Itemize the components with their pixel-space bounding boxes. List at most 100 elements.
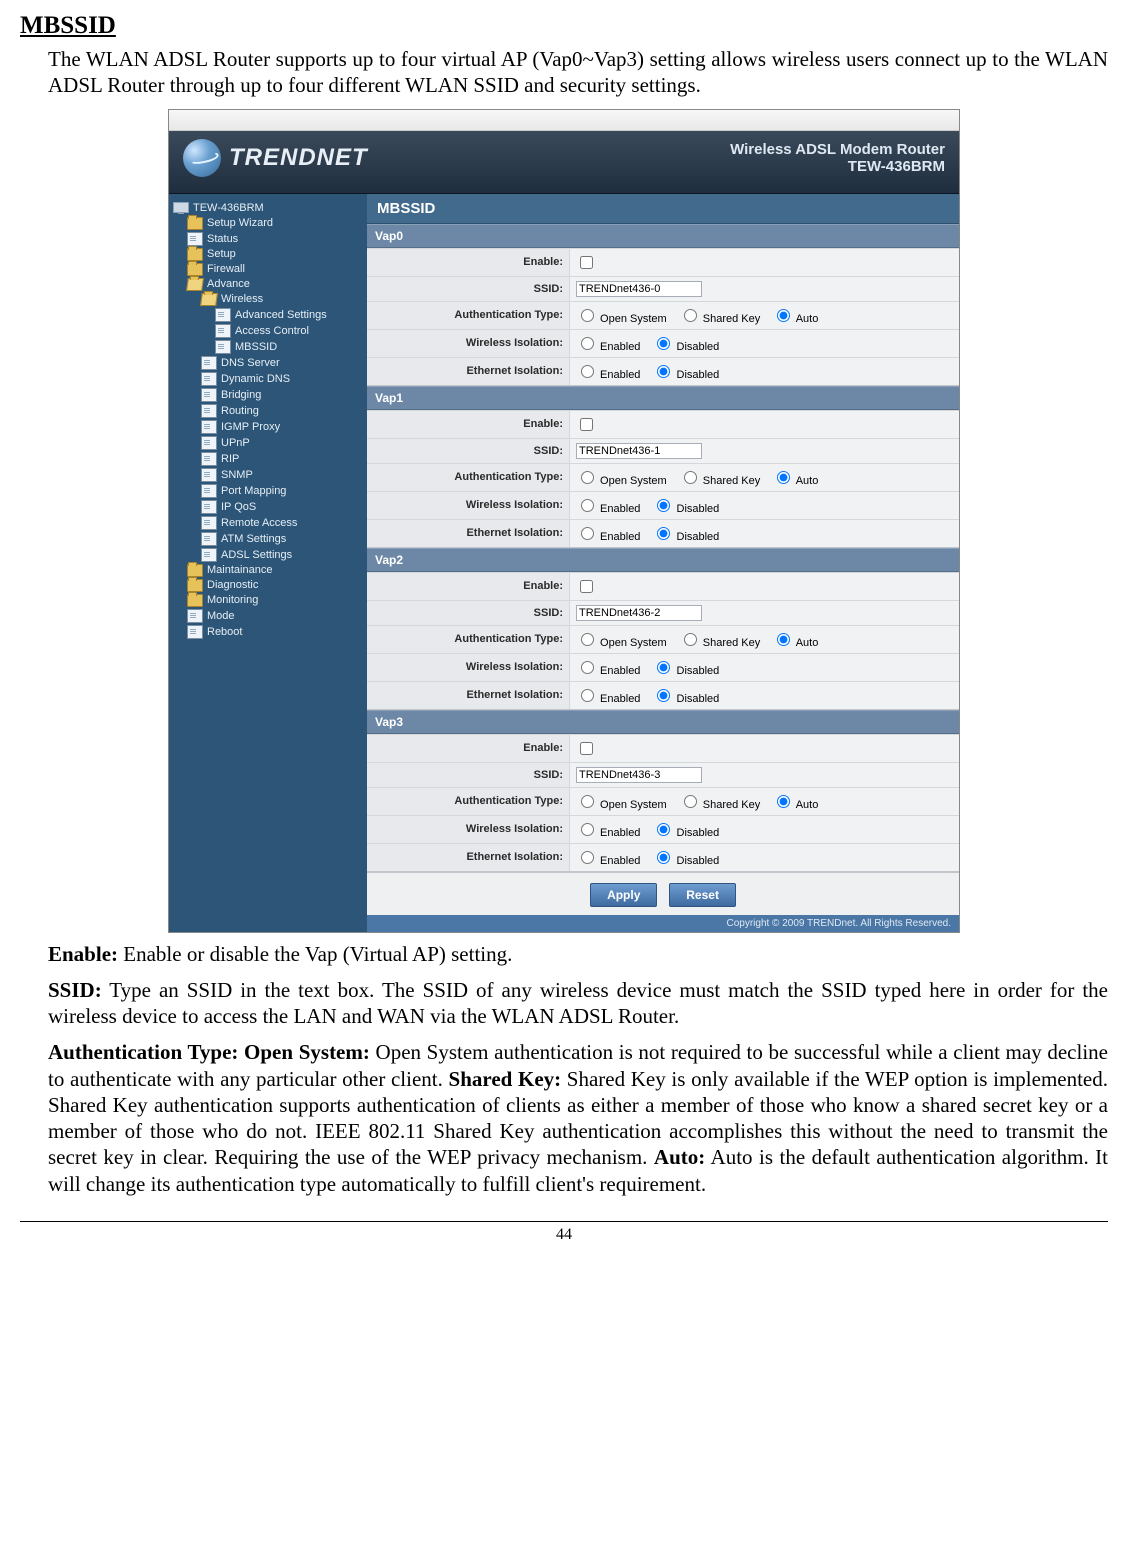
sidebar-item[interactable]: Dynamic DNS xyxy=(173,371,363,387)
eiso-enabled-option[interactable]: Enabled xyxy=(576,855,640,867)
sidebar-item[interactable]: Reboot xyxy=(173,624,363,640)
sidebar-item[interactable]: Monitoring xyxy=(173,593,363,608)
wiso-enabled-radio[interactable] xyxy=(581,823,594,836)
apply-button[interactable]: Apply xyxy=(590,883,657,907)
auth-shared-option[interactable]: Shared Key xyxy=(679,637,761,649)
eiso-disabled-option[interactable]: Disabled xyxy=(652,693,719,705)
sidebar-item[interactable]: Setup xyxy=(173,247,363,262)
auth-shared-radio[interactable] xyxy=(684,471,697,484)
auth-shared-option[interactable]: Shared Key xyxy=(679,475,761,487)
enable-cell xyxy=(570,410,960,438)
sidebar-item[interactable]: Access Control xyxy=(173,323,363,339)
auth-auto-option[interactable]: Auto xyxy=(772,475,818,487)
eiso-disabled-option[interactable]: Disabled xyxy=(652,531,719,543)
sidebar-item[interactable]: Wireless xyxy=(173,292,363,307)
eiso-disabled-radio[interactable] xyxy=(657,851,670,864)
sidebar-item[interactable]: ATM Settings xyxy=(173,531,363,547)
enable-checkbox[interactable] xyxy=(580,256,593,269)
enable-checkbox[interactable] xyxy=(580,742,593,755)
eiso-disabled-option[interactable]: Disabled xyxy=(652,855,719,867)
auth-open-option[interactable]: Open System xyxy=(576,799,667,811)
eiso-disabled-radio[interactable] xyxy=(657,689,670,702)
wiso-disabled-option[interactable]: Disabled xyxy=(652,665,719,677)
auth-open-radio[interactable] xyxy=(581,471,594,484)
enable-checkbox[interactable] xyxy=(580,418,593,431)
sidebar-item[interactable]: Routing xyxy=(173,403,363,419)
sidebar-item[interactable]: Bridging xyxy=(173,387,363,403)
reset-button[interactable]: Reset xyxy=(669,883,736,907)
eiso-enabled-option[interactable]: Enabled xyxy=(576,369,640,381)
auth-auto-option[interactable]: Auto xyxy=(772,799,818,811)
sidebar-item[interactable]: SNMP xyxy=(173,467,363,483)
wiso-enabled-option[interactable]: Enabled xyxy=(576,341,640,353)
sidebar-item[interactable]: Mode xyxy=(173,608,363,624)
sidebar-item[interactable]: Advance xyxy=(173,277,363,292)
eiso-enabled-option[interactable]: Enabled xyxy=(576,693,640,705)
auth-shared-option[interactable]: Shared Key xyxy=(679,799,761,811)
sidebar-item[interactable]: Port Mapping xyxy=(173,483,363,499)
wiso-disabled-radio[interactable] xyxy=(657,499,670,512)
wiso-disabled-option[interactable]: Disabled xyxy=(652,827,719,839)
wiso-enabled-radio[interactable] xyxy=(581,499,594,512)
auth-open-radio[interactable] xyxy=(581,795,594,808)
enable-checkbox[interactable] xyxy=(580,580,593,593)
auth-shared-radio[interactable] xyxy=(684,309,697,322)
ssid-input[interactable] xyxy=(576,443,702,459)
wiso-enabled-option[interactable]: Enabled xyxy=(576,827,640,839)
eiso-disabled-option[interactable]: Disabled xyxy=(652,369,719,381)
sidebar-item[interactable]: UPnP xyxy=(173,435,363,451)
wiso-disabled-option[interactable]: Disabled xyxy=(652,503,719,515)
sidebar-item[interactable]: Remote Access xyxy=(173,515,363,531)
auth-open-radio[interactable] xyxy=(581,633,594,646)
auth-open-option[interactable]: Open System xyxy=(576,637,667,649)
auth-shared-radio[interactable] xyxy=(684,633,697,646)
sidebar-item-label: RIP xyxy=(221,453,239,465)
sidebar-item[interactable]: DNS Server xyxy=(173,355,363,371)
auth-auto-radio[interactable] xyxy=(777,633,790,646)
eiso-disabled-radio[interactable] xyxy=(657,527,670,540)
sidebar-root[interactable]: TEW-436BRM xyxy=(173,200,363,216)
sidebar-item[interactable]: IP QoS xyxy=(173,499,363,515)
auth-open-option[interactable]: Open System xyxy=(576,313,667,325)
ssid-input[interactable] xyxy=(576,767,702,783)
ssid-input[interactable] xyxy=(576,605,702,621)
sidebar-item[interactable]: MBSSID xyxy=(173,339,363,355)
wiso-disabled-radio[interactable] xyxy=(657,337,670,350)
sidebar-item[interactable]: Diagnostic xyxy=(173,578,363,593)
vap-header: Vap3 xyxy=(367,710,959,734)
wiso-enabled-option[interactable]: Enabled xyxy=(576,503,640,515)
eiso-enabled-option[interactable]: Enabled xyxy=(576,531,640,543)
wiso-disabled-option[interactable]: Disabled xyxy=(652,341,719,353)
eiso-enabled-radio[interactable] xyxy=(581,689,594,702)
eiso-disabled-radio[interactable] xyxy=(657,365,670,378)
auth-open-option[interactable]: Open System xyxy=(576,475,667,487)
eiso-enabled-radio[interactable] xyxy=(581,527,594,540)
auth-auto-radio[interactable] xyxy=(777,309,790,322)
auth-shared-option[interactable]: Shared Key xyxy=(679,313,761,325)
auth-auto-option[interactable]: Auto xyxy=(772,637,818,649)
auth-shared-radio[interactable] xyxy=(684,795,697,808)
sidebar-item[interactable]: IGMP Proxy xyxy=(173,419,363,435)
wiso-enabled-radio[interactable] xyxy=(581,337,594,350)
wiso-disabled-radio[interactable] xyxy=(657,661,670,674)
sidebar-item[interactable]: Advanced Settings xyxy=(173,307,363,323)
sidebar-item[interactable]: RIP xyxy=(173,451,363,467)
wiso-enabled-radio[interactable] xyxy=(581,661,594,674)
auth-auto-radio[interactable] xyxy=(777,471,790,484)
auth-auto-option[interactable]: Auto xyxy=(772,313,818,325)
eiso-enabled-radio[interactable] xyxy=(581,851,594,864)
ssid-input[interactable] xyxy=(576,281,702,297)
sidebar-item[interactable]: Firewall xyxy=(173,262,363,277)
sidebar-item[interactable]: Status xyxy=(173,231,363,247)
screenshot-container: TRENDNET Wireless ADSL Modem Router TEW-… xyxy=(20,109,1108,933)
eiso-enabled-radio[interactable] xyxy=(581,365,594,378)
sidebar-item[interactable]: Maintainance xyxy=(173,563,363,578)
auth-open-radio[interactable] xyxy=(581,309,594,322)
wiso-enabled-option[interactable]: Enabled xyxy=(576,665,640,677)
auth-auto-radio[interactable] xyxy=(777,795,790,808)
page-icon xyxy=(201,484,217,498)
sidebar-item[interactable]: ADSL Settings xyxy=(173,547,363,563)
enable-cell xyxy=(570,572,960,600)
wiso-disabled-radio[interactable] xyxy=(657,823,670,836)
sidebar-item[interactable]: Setup Wizard xyxy=(173,216,363,231)
